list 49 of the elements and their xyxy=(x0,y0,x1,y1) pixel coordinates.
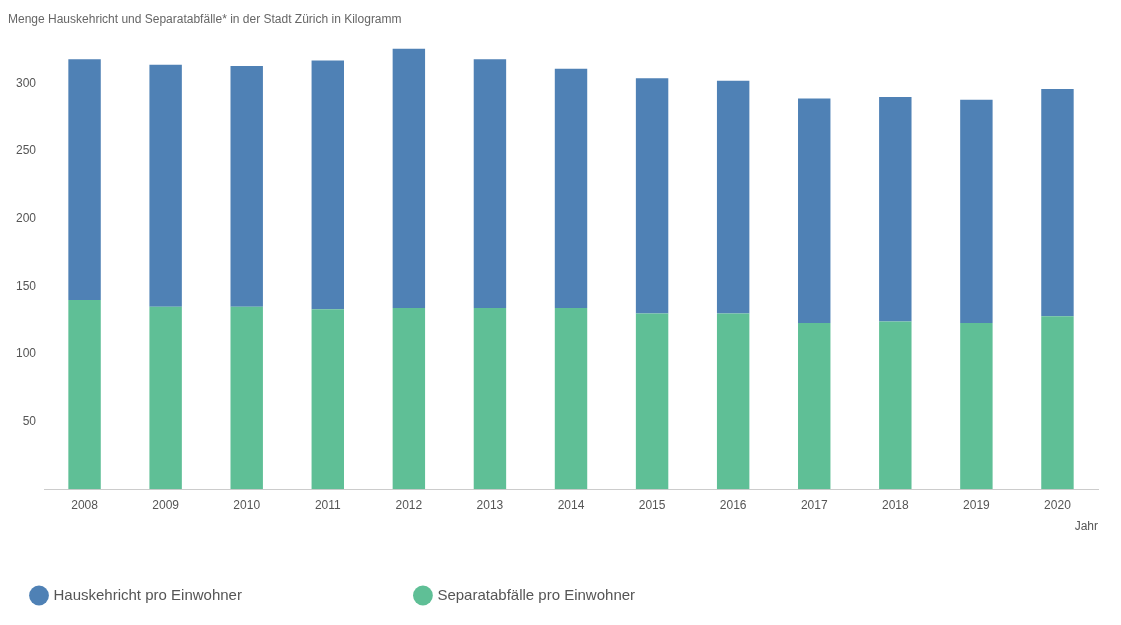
bar xyxy=(1041,88,1074,317)
bar xyxy=(68,299,101,490)
bar xyxy=(473,59,507,309)
y-tick-label: 250 xyxy=(15,143,37,158)
legend-label: Separatabfälle pro Einwohner xyxy=(437,585,786,603)
y-tick-label: 50 xyxy=(22,413,37,428)
bar xyxy=(392,48,426,309)
bar xyxy=(635,313,669,490)
y-tick-label: 200 xyxy=(15,211,37,226)
bar xyxy=(960,322,993,490)
x-tick-label: 2017 xyxy=(800,497,828,512)
x-tick-label: 2011 xyxy=(314,497,342,512)
bar xyxy=(879,321,912,490)
x-tick-label: 2009 xyxy=(152,497,180,512)
bar xyxy=(879,97,912,322)
bar xyxy=(230,306,263,490)
y-tick-label: 150 xyxy=(15,278,37,293)
chart-title: Menge Hauskehricht und Separatabfälle* in der Stadt Zürich in Kilogramm xyxy=(8,11,402,26)
x-axis-title: Jahr xyxy=(1074,519,1098,534)
bar xyxy=(149,306,182,490)
x-tick-label: 2016 xyxy=(719,497,747,512)
bar xyxy=(716,80,750,314)
bar xyxy=(798,322,831,490)
x-tick-label: 2012 xyxy=(395,497,423,512)
bar xyxy=(960,99,993,323)
bar xyxy=(554,68,588,309)
y-tick-label: 100 xyxy=(15,346,37,361)
y-tick-label: 300 xyxy=(15,75,37,90)
bar xyxy=(473,308,507,490)
bar xyxy=(554,308,588,490)
bar xyxy=(230,65,263,307)
bar xyxy=(1041,316,1074,490)
bar xyxy=(149,64,182,307)
x-tick-label: 2008 xyxy=(71,497,99,512)
bar xyxy=(311,309,344,490)
x-tick-label: 2013 xyxy=(476,497,504,512)
x-tick-label: 2019 xyxy=(963,497,991,512)
bar xyxy=(68,59,101,300)
bar xyxy=(635,78,669,314)
x-tick-label: 2018 xyxy=(881,497,909,512)
bar xyxy=(311,60,344,310)
bar xyxy=(716,313,750,490)
x-tick-label: 2020 xyxy=(1044,497,1072,512)
bar xyxy=(798,98,831,323)
x-tick-label: 2010 xyxy=(233,497,261,512)
x-tick-label: 2014 xyxy=(557,497,585,512)
bar xyxy=(392,308,426,490)
x-tick-label: 2015 xyxy=(638,497,666,512)
legend-label: Hauskehricht pro Einwohner xyxy=(53,585,392,603)
